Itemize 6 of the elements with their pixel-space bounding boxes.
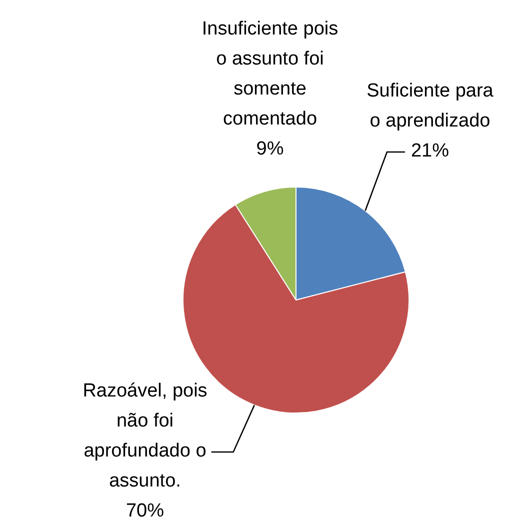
slice-label: Insuficiente pois o assunto foi somente comentado — [202, 18, 338, 130]
data-label: 9% — [256, 138, 284, 160]
slice-label: Suficiente para o aprendizado — [366, 80, 494, 132]
data-label: 21% — [410, 140, 450, 162]
slice-label: Razoável, pois não foi aprofundado o assunto. — [82, 380, 208, 492]
data-label: 70% — [126, 500, 164, 522]
